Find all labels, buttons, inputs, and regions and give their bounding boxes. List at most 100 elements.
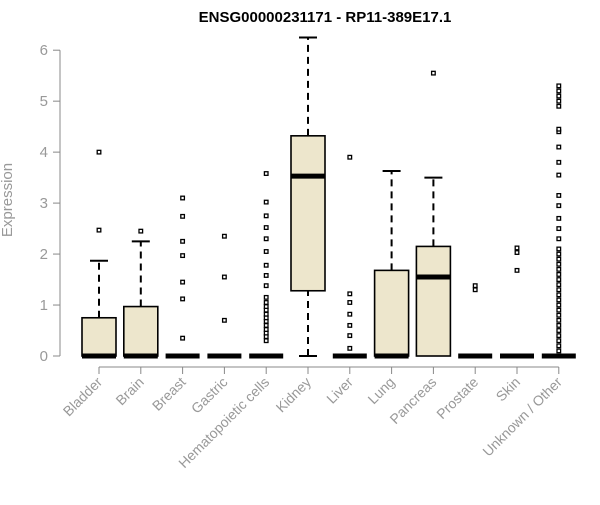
box-body [123,305,159,357]
outlier-point [263,199,269,205]
outlier-point [556,312,562,318]
x-tick-label: Breast [149,374,189,414]
outlier-point [180,335,186,341]
outlier-point [514,245,520,251]
outlier-point [180,195,186,201]
y-axis: 0 1 2 3 4 5 6 [40,42,61,365]
outlier-point [556,277,562,282]
outlier-point [180,213,186,219]
outlier-point [556,256,562,262]
outlier-point [263,283,269,289]
outlier-point [556,251,562,257]
outlier-point [514,250,520,255]
outlier-point [263,171,269,176]
outlier-point [556,159,562,165]
box-liver [332,154,367,359]
outlier-point [263,273,269,278]
x-tick-label: Unknown / Other [479,374,565,460]
outlier-point [180,296,186,302]
box-unknown-other [541,83,576,359]
outlier-point [556,144,562,150]
outlier-point [556,83,562,89]
y-axis-label: Expression [0,163,16,237]
outlier-point [347,333,353,339]
x-tick-label: Kidney [273,374,315,416]
box-body [415,245,452,357]
outlier-point [263,294,269,300]
outlier-point [556,297,562,303]
outlier-point [96,227,102,233]
outlier-point [556,292,562,298]
outlier-point [556,126,562,132]
outlier-point [347,300,353,305]
outlier-point [263,262,269,268]
x-tick-label: Liver [323,374,356,407]
box-pancreas [415,70,452,357]
outlier-point [556,266,562,272]
outlier-point [514,267,520,273]
outlier-point [263,311,269,317]
outlier-point [556,172,562,178]
outlier-point [556,343,562,349]
outlier-point [347,154,353,160]
outlier-point [472,287,478,293]
outlier-point [347,291,353,297]
outlier-point [221,274,227,280]
outlier-point [263,322,269,328]
outlier-point [556,302,562,308]
outlier-point [556,287,562,293]
outlier-point [556,98,562,104]
outlier-point [556,103,562,109]
x-tick-label: Bladder [60,374,106,420]
outlier-point [556,322,562,328]
box-body [81,316,117,357]
outlier-point [347,322,353,328]
outlier-point [556,193,562,198]
outlier-point [556,307,562,313]
outlier-point [556,203,562,209]
box-kidney [290,36,326,357]
x-tick-label: Prostate [433,374,481,422]
outlier-point [263,300,269,305]
box-body [373,269,410,357]
outlier-point [556,246,562,252]
box-body [290,135,326,292]
x-tick-label: Skin [493,374,524,405]
outlier-point [556,88,562,94]
outlier-point [556,333,562,339]
outlier-point [180,279,186,285]
outlier-point [556,215,562,221]
outlier-point [430,70,436,76]
box-brain [123,228,159,359]
outlier-point [556,93,562,99]
outlier-point [263,249,269,254]
box-hematopoietic-cells [249,171,284,359]
y-tick-label: 6 [40,42,48,59]
boxes [81,36,576,359]
outlier-point [556,317,562,323]
outlier-point [347,311,353,317]
outlier-point [221,233,227,239]
outlier-point [556,261,562,267]
outlier-point [263,225,269,231]
y-tick-label: 3 [40,195,48,212]
box-bladder [81,149,117,359]
outlier-point [556,236,562,242]
outlier-point [556,348,562,354]
outlier-point [96,149,102,155]
x-tick-label: Lung [364,374,397,407]
y-tick-label: 4 [40,144,48,161]
outlier-point [221,317,227,323]
outlier-point [180,238,186,244]
y-tick-label: 2 [40,246,48,263]
outlier-point [556,328,562,333]
box-lung [373,169,410,359]
box-breast [165,195,200,359]
outlier-point [263,338,269,344]
box-prostate [458,283,493,359]
outlier-point [263,327,269,332]
outlier-point [180,253,186,259]
